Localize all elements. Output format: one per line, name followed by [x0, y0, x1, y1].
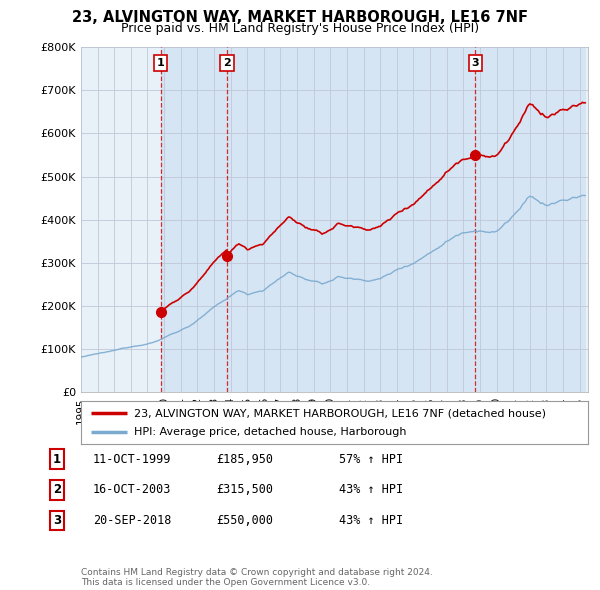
Text: 43% ↑ HPI: 43% ↑ HPI: [339, 514, 403, 527]
Text: 23, ALVINGTON WAY, MARKET HARBOROUGH, LE16 7NF: 23, ALVINGTON WAY, MARKET HARBOROUGH, LE…: [72, 10, 528, 25]
Text: Contains HM Land Registry data © Crown copyright and database right 2024.
This d: Contains HM Land Registry data © Crown c…: [81, 568, 433, 587]
Text: 23, ALVINGTON WAY, MARKET HARBOROUGH, LE16 7NF (detached house): 23, ALVINGTON WAY, MARKET HARBOROUGH, LE…: [134, 408, 546, 418]
Text: Price paid vs. HM Land Registry's House Price Index (HPI): Price paid vs. HM Land Registry's House …: [121, 22, 479, 35]
Text: 1: 1: [53, 453, 61, 466]
Text: 2: 2: [223, 58, 231, 68]
Bar: [227, 47, 475, 392]
Text: 3: 3: [472, 58, 479, 68]
Bar: [161, 47, 227, 392]
Text: 57% ↑ HPI: 57% ↑ HPI: [339, 453, 403, 466]
Bar: [475, 47, 586, 392]
Text: 43% ↑ HPI: 43% ↑ HPI: [339, 483, 403, 496]
Text: 11-OCT-1999: 11-OCT-1999: [93, 453, 172, 466]
Text: 3: 3: [53, 514, 61, 527]
Text: 20-SEP-2018: 20-SEP-2018: [93, 514, 172, 527]
Text: 16-OCT-2003: 16-OCT-2003: [93, 483, 172, 496]
Text: £550,000: £550,000: [216, 514, 273, 527]
Text: £185,950: £185,950: [216, 453, 273, 466]
Text: HPI: Average price, detached house, Harborough: HPI: Average price, detached house, Harb…: [134, 427, 407, 437]
Text: 1: 1: [157, 58, 164, 68]
Text: £315,500: £315,500: [216, 483, 273, 496]
Text: 2: 2: [53, 483, 61, 496]
